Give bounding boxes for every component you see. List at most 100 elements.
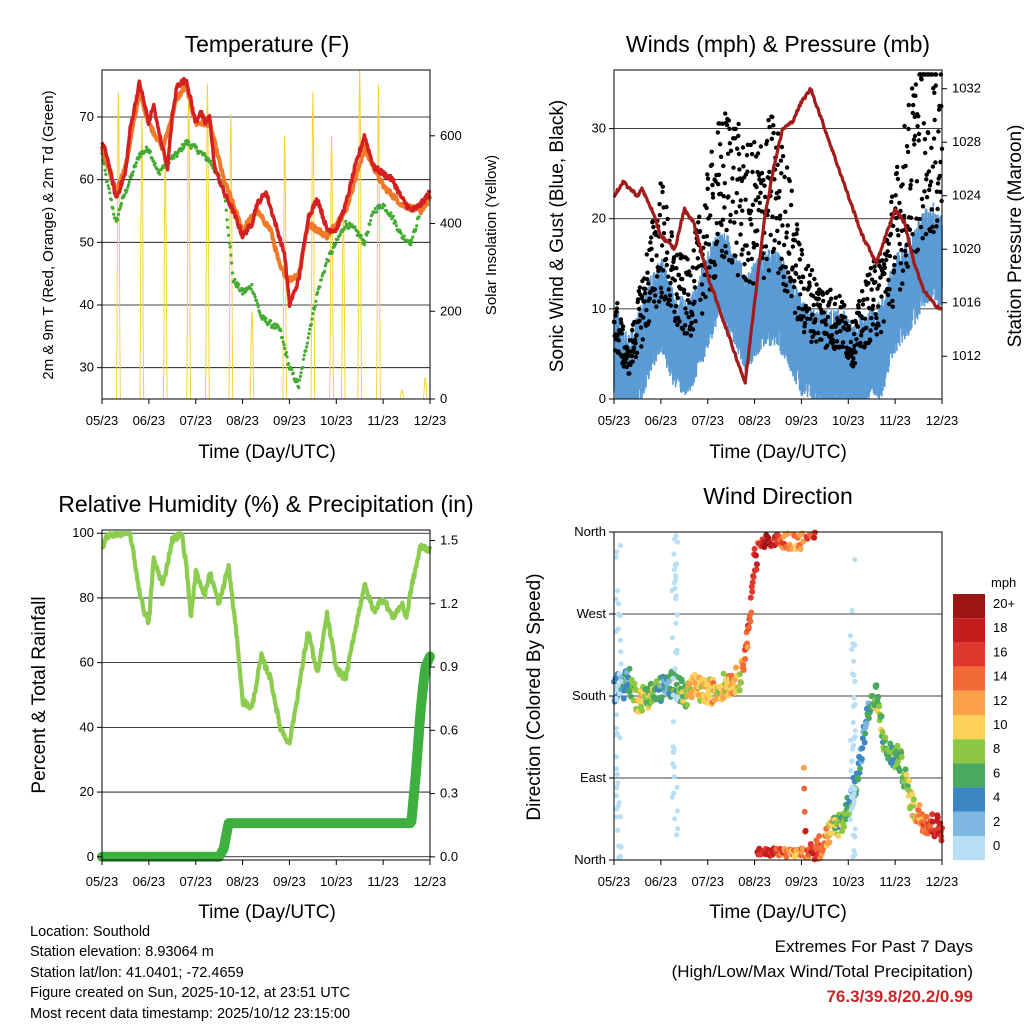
gust-point bbox=[763, 194, 768, 200]
gust-point bbox=[670, 266, 676, 271]
direction-point-calm bbox=[618, 649, 624, 655]
gust-point bbox=[674, 292, 679, 297]
dewpoint-point bbox=[127, 183, 131, 187]
dewpoint-point bbox=[281, 340, 285, 344]
gust-point bbox=[807, 272, 813, 278]
gust-point bbox=[721, 194, 726, 199]
x-tick-label: 12/23 bbox=[414, 413, 447, 428]
y-tick-label: South bbox=[572, 688, 606, 703]
gust-point bbox=[788, 202, 794, 208]
gust-point bbox=[691, 248, 696, 253]
gust-point bbox=[703, 241, 708, 246]
gust-point bbox=[907, 227, 913, 232]
colorbar-tick-label: 2 bbox=[993, 814, 1000, 829]
gust-point bbox=[659, 294, 664, 300]
y2-tick-label: 0.6 bbox=[440, 722, 458, 737]
colorbar-swatch bbox=[953, 690, 985, 715]
gust-point bbox=[693, 319, 698, 324]
x-tick-label: 08/23 bbox=[738, 413, 771, 428]
gust-point bbox=[929, 207, 934, 212]
gust-point bbox=[774, 215, 779, 221]
humidity-ylabel: Percent & Total Rainfall bbox=[29, 596, 50, 793]
gust-point bbox=[657, 299, 662, 304]
gust-point bbox=[643, 286, 648, 292]
station-location: Location: Southold bbox=[30, 924, 151, 940]
x-tick-label: 06/23 bbox=[133, 874, 166, 889]
gust-point bbox=[889, 199, 894, 205]
gust-point bbox=[623, 360, 628, 365]
colorbar-swatch bbox=[953, 787, 985, 812]
dewpoint-point bbox=[305, 345, 309, 349]
gust-point bbox=[890, 298, 895, 304]
direction-point bbox=[857, 765, 863, 772]
direction-point bbox=[720, 694, 727, 701]
gust-point bbox=[715, 130, 721, 135]
direction-point-calm bbox=[672, 585, 678, 591]
gust-point bbox=[868, 266, 874, 271]
direction-point-calm bbox=[616, 691, 622, 697]
temperature-tick-labels: 30 40 50 60 70 05/23 06/23 07/23 08/23 09/23 10/23… bbox=[80, 109, 462, 428]
gust-point bbox=[636, 306, 642, 312]
gust-point bbox=[627, 371, 632, 376]
gust-point bbox=[649, 235, 654, 240]
gust-point bbox=[766, 118, 771, 123]
gust-point bbox=[673, 304, 679, 309]
gust-point bbox=[630, 328, 635, 333]
gust-point bbox=[825, 314, 831, 320]
gust-point bbox=[892, 262, 897, 268]
gust-point bbox=[753, 198, 758, 203]
direction-point-calm bbox=[673, 573, 679, 579]
gust-point bbox=[737, 204, 742, 209]
dewpoint-point bbox=[291, 371, 295, 375]
direction-point-calm bbox=[850, 641, 856, 647]
direction-point bbox=[783, 853, 790, 860]
gust-point bbox=[936, 107, 942, 112]
direction-point-calm bbox=[671, 567, 678, 573]
y2-tick-label: 1024 bbox=[952, 188, 981, 203]
gust-point bbox=[712, 262, 718, 267]
gust-point bbox=[920, 204, 926, 209]
temperature-panel: Temperature (F) 2m & 9m T (Red, Orange) … bbox=[40, 31, 500, 463]
gust-point bbox=[900, 268, 906, 273]
colorbar-tick-label: 4 bbox=[993, 790, 1000, 805]
gust-point bbox=[724, 227, 729, 233]
gust-point bbox=[654, 274, 660, 279]
x-tick-label: 10/23 bbox=[832, 413, 865, 428]
gust-point bbox=[614, 309, 619, 315]
direction-xlabel: Time (Day/UTC) bbox=[709, 902, 847, 923]
gust-point bbox=[922, 189, 927, 194]
gust-point bbox=[932, 90, 937, 96]
dewpoint-point bbox=[295, 379, 299, 384]
gust-point bbox=[713, 274, 718, 279]
gust-point bbox=[829, 296, 834, 301]
gust-point bbox=[704, 205, 709, 211]
dewpoint-point bbox=[320, 274, 324, 278]
gust-point bbox=[616, 338, 621, 343]
dewpoint-point bbox=[262, 314, 266, 318]
dewpoint-point bbox=[373, 206, 377, 211]
dewpoint-point bbox=[389, 211, 393, 215]
dewpoint-point bbox=[344, 219, 348, 223]
gust-point bbox=[683, 306, 688, 311]
gust-point bbox=[686, 292, 691, 297]
dewpoint-point bbox=[130, 173, 135, 177]
dewpoint-point bbox=[119, 204, 123, 208]
gust-point bbox=[635, 297, 641, 302]
gust-point bbox=[662, 221, 667, 226]
gust-point bbox=[927, 187, 932, 193]
direction-point-calm bbox=[613, 596, 619, 602]
gust-point bbox=[755, 151, 761, 156]
gust-point bbox=[714, 239, 720, 244]
gust-point bbox=[924, 195, 930, 200]
winds-plot-frame bbox=[613, 69, 943, 400]
dewpoint-point bbox=[310, 317, 314, 321]
gust-point bbox=[848, 339, 854, 345]
gust-point bbox=[668, 303, 674, 308]
direction-point-calm bbox=[617, 853, 624, 860]
gust-point bbox=[748, 217, 753, 222]
gust-point bbox=[634, 350, 640, 355]
gust-point bbox=[710, 191, 715, 197]
gust-point bbox=[629, 349, 634, 354]
gust-point bbox=[661, 268, 666, 273]
